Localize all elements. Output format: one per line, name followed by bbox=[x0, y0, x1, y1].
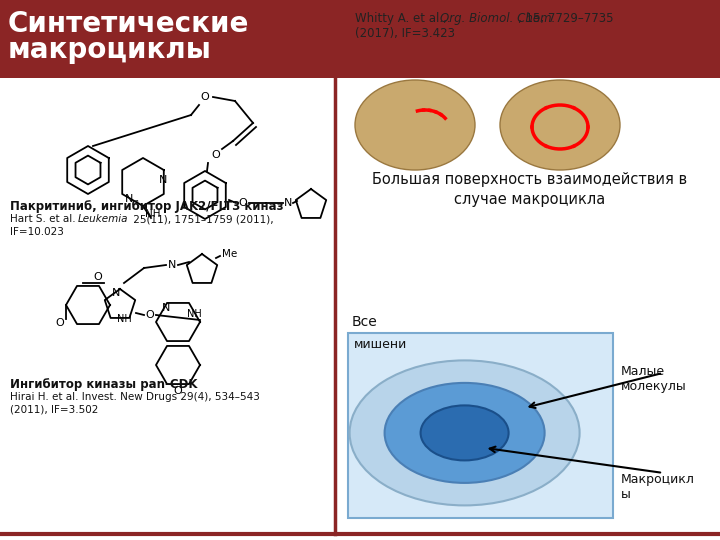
Ellipse shape bbox=[420, 406, 508, 461]
Text: IF=10.023: IF=10.023 bbox=[10, 227, 64, 237]
Text: макроциклы: макроциклы bbox=[8, 36, 212, 64]
Text: O: O bbox=[174, 386, 182, 396]
Text: N: N bbox=[162, 303, 170, 313]
Bar bbox=[0, 0, 720, 78]
Text: O: O bbox=[55, 318, 64, 328]
Text: , 15, 7729–7735: , 15, 7729–7735 bbox=[518, 12, 613, 25]
Text: Me: Me bbox=[222, 249, 238, 259]
Text: Макроцикл
ы: Макроцикл ы bbox=[621, 473, 695, 501]
Text: NH: NH bbox=[145, 209, 161, 219]
Text: Пакритиниб, ингибитор JAK2/FLT3 киназ: Пакритиниб, ингибитор JAK2/FLT3 киназ bbox=[10, 200, 284, 213]
Text: Малые
молекулы: Малые молекулы bbox=[621, 365, 687, 393]
Text: N: N bbox=[159, 175, 167, 185]
Text: Синтетические: Синтетические bbox=[8, 10, 249, 38]
Ellipse shape bbox=[350, 360, 580, 505]
Text: мишени: мишени bbox=[354, 338, 408, 351]
Text: O: O bbox=[145, 310, 154, 320]
Text: (2011), IF=3.502: (2011), IF=3.502 bbox=[10, 405, 99, 415]
Text: Ингибитор киназы pan-CDK: Ингибитор киназы pan-CDK bbox=[10, 378, 197, 391]
Text: NH: NH bbox=[186, 309, 202, 319]
Ellipse shape bbox=[384, 383, 544, 483]
Text: Leukemia: Leukemia bbox=[78, 214, 128, 224]
Text: Hirai H. et al. Invest. New Drugs 29(4), 534–543: Hirai H. et al. Invest. New Drugs 29(4),… bbox=[10, 392, 260, 402]
Bar bbox=[348, 333, 613, 518]
Text: N: N bbox=[125, 194, 133, 204]
Text: Org. Biomol. Chem.: Org. Biomol. Chem. bbox=[440, 12, 555, 25]
Text: 25(11), 1751–1759 (2011),: 25(11), 1751–1759 (2011), bbox=[130, 214, 274, 224]
Text: (2017), IF=3.423: (2017), IF=3.423 bbox=[355, 27, 455, 40]
Text: N: N bbox=[168, 260, 176, 270]
Text: N: N bbox=[112, 288, 120, 298]
Text: NH: NH bbox=[117, 314, 131, 324]
Ellipse shape bbox=[500, 80, 620, 170]
Text: O: O bbox=[212, 150, 220, 160]
Text: O: O bbox=[201, 92, 210, 102]
Text: Whitty A. et al.,.: Whitty A. et al.,. bbox=[355, 12, 454, 25]
Text: Все: Все bbox=[352, 315, 378, 329]
Text: Большая поверхность взаимодействия в
случае макроцикла: Большая поверхность взаимодействия в слу… bbox=[372, 172, 688, 207]
Text: O: O bbox=[94, 272, 102, 282]
Text: O: O bbox=[238, 198, 248, 208]
Text: N: N bbox=[284, 198, 292, 208]
Ellipse shape bbox=[355, 80, 475, 170]
Text: Hart S. et al.: Hart S. et al. bbox=[10, 214, 79, 224]
